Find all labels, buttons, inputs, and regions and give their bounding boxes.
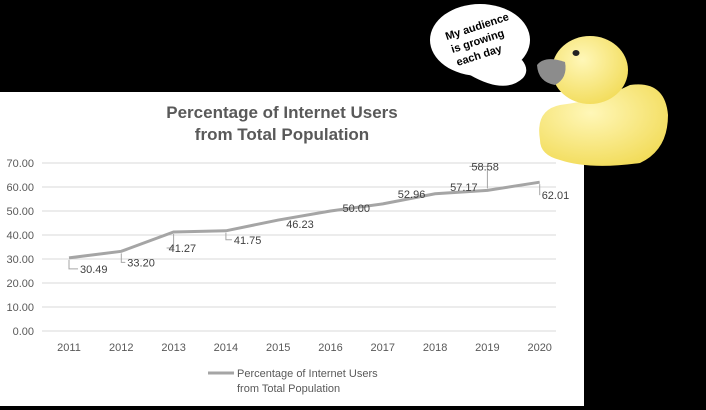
speech-bubble: My audience is growing each day [430,4,530,86]
rubber-duck-image [537,36,668,166]
x-tick-label: 2011 [57,342,81,354]
legend-label-line2: from Total Population [237,383,340,395]
data-label: 41.75 [234,235,262,247]
x-tick-label: 2012 [109,342,133,354]
data-label: 52.96 [398,189,426,201]
leader-line [469,165,488,189]
chart-area [0,92,584,406]
x-tick-label: 2020 [527,342,551,354]
y-tick-label: 70.00 [6,158,34,170]
y-tick-label: 40.00 [6,230,34,242]
y-tick-label: 0.00 [13,326,34,338]
leader-line [166,233,175,249]
eye [572,50,580,56]
x-tick-label: 2014 [214,342,238,354]
beak [537,59,566,85]
x-tick-label: 2016 [318,342,342,354]
x-tick-label: 2017 [371,342,395,354]
chart-title-line2: from Total Population [195,125,369,144]
data-label: 30.49 [80,264,108,276]
y-tick-label: 20.00 [6,278,34,290]
data-label: 41.27 [169,243,197,255]
x-tick-label: 2018 [423,342,447,354]
leader-line [68,259,78,270]
y-tick-label: 10.00 [6,302,34,314]
leader-line [225,232,232,241]
x-tick-label: 2013 [161,342,185,354]
chart-title-line1: Percentage of Internet Users [166,103,397,122]
series-line [68,180,540,260]
data-label: 58.58 [471,161,499,173]
x-tick-label: 2019 [475,342,499,354]
legend-label-line1: Percentage of Internet Users [237,368,378,380]
data-label: 46.23 [286,219,314,231]
data-label: 57.17 [450,182,478,194]
leader-line [120,253,126,263]
y-tick-label: 30.00 [6,254,34,266]
data-label: 33.20 [127,257,155,269]
y-tick-label: 50.00 [6,206,34,218]
y-tick-label: 60.00 [6,182,34,194]
x-tick-label: 2015 [266,342,290,354]
data-label: 50.00 [343,203,371,215]
data-label: 62.01 [542,190,570,202]
